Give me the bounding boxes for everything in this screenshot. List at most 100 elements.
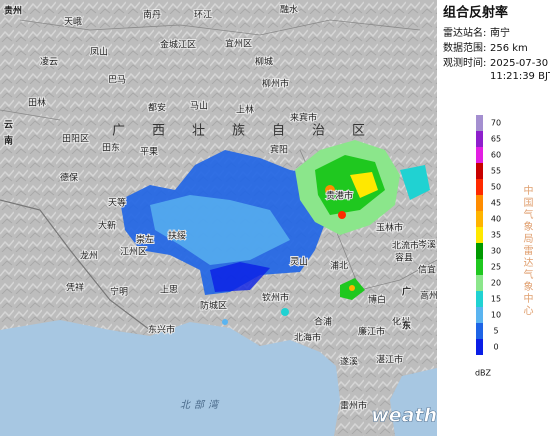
legend-unit: dBZ bbox=[475, 369, 492, 378]
legend-label: 15 bbox=[491, 295, 501, 304]
legend-swatch bbox=[476, 195, 483, 211]
legend-label: 50 bbox=[491, 183, 501, 192]
echo-cyan bbox=[400, 165, 430, 200]
place-label: 扶绥 bbox=[168, 230, 186, 242]
place-label: 灵山 bbox=[290, 257, 308, 268]
place-label: 玉林市 bbox=[376, 222, 403, 234]
legend-label: 40 bbox=[491, 215, 501, 224]
time-line2: 11:21:39 BJT bbox=[490, 71, 550, 82]
place-label: 信宜 bbox=[418, 264, 436, 276]
info-value: 2025-07-30 bbox=[490, 58, 548, 69]
legend-swatch bbox=[476, 131, 483, 147]
legend-swatch bbox=[476, 227, 483, 243]
legend-label: 30 bbox=[491, 247, 501, 256]
place-label: 湛江市 bbox=[376, 354, 403, 366]
place-label: 上思 bbox=[160, 285, 178, 296]
legend-label: 25 bbox=[491, 263, 501, 272]
echo-cell bbox=[325, 185, 335, 195]
legend-swatch bbox=[476, 307, 483, 323]
info-label: 观测时间: bbox=[443, 56, 486, 69]
legend-label: 5 bbox=[493, 327, 498, 336]
place-label: 崇左 bbox=[136, 234, 154, 246]
place-label: 北流市 bbox=[392, 240, 419, 252]
info-value: 南宁 bbox=[490, 26, 510, 39]
legend-swatch bbox=[476, 323, 483, 339]
legend-label: 60 bbox=[491, 151, 501, 160]
place-label: 容县 bbox=[395, 252, 413, 264]
place-label: 金城江区 bbox=[160, 39, 196, 51]
place-label: 都安 bbox=[148, 102, 166, 114]
echo-darkblue bbox=[210, 262, 270, 292]
legend-swatch bbox=[476, 179, 483, 195]
place-label: 平果 bbox=[140, 147, 158, 158]
place-label: 大新 bbox=[98, 220, 116, 232]
legend-label: 0 bbox=[493, 343, 498, 352]
place-label: 凤山 bbox=[90, 47, 108, 58]
place-label: 东兴市 bbox=[148, 324, 175, 336]
legend-label: 70 bbox=[491, 119, 501, 128]
info-label: 数据范围: bbox=[443, 41, 486, 54]
vertical-credit: 中国气象局雷达气象中心 bbox=[521, 184, 533, 317]
echo-cell bbox=[222, 319, 228, 325]
place-label: 防城区 bbox=[200, 300, 227, 312]
region-label: 广西壮族自治区 bbox=[112, 123, 392, 139]
sea bbox=[0, 320, 340, 436]
place-label: 德保 bbox=[60, 172, 78, 184]
place-label: 马山 bbox=[190, 101, 208, 112]
place-label: 环江 bbox=[194, 10, 212, 21]
legend-swatch bbox=[476, 115, 483, 131]
place-label: 合浦 bbox=[314, 316, 332, 328]
sea-label: 北部湾 bbox=[180, 399, 222, 411]
place-label: 博白 bbox=[368, 294, 386, 306]
legend-label: 45 bbox=[491, 199, 501, 208]
place-label: 宁明 bbox=[110, 286, 128, 298]
place-label: 高州 bbox=[420, 290, 438, 302]
place-label: 凭祥 bbox=[66, 282, 84, 294]
echo-yellow bbox=[350, 172, 378, 198]
place-label: 贵港市 bbox=[326, 190, 353, 202]
place-label: 东 bbox=[402, 320, 411, 332]
legend-label: 65 bbox=[491, 135, 501, 144]
place-label: 宜州区 bbox=[225, 38, 252, 50]
place-label: 凌云 bbox=[40, 56, 58, 68]
legend-swatch bbox=[476, 147, 483, 163]
legend-swatch bbox=[476, 291, 483, 307]
place-label: 浦北 bbox=[330, 260, 348, 272]
place-label: 田林 bbox=[28, 97, 46, 109]
info-value: 256 km bbox=[490, 43, 528, 54]
place-label: 上林 bbox=[236, 104, 254, 116]
echo-cell bbox=[281, 308, 289, 316]
place-label: 融水 bbox=[280, 4, 298, 16]
legend-label: 20 bbox=[491, 279, 501, 288]
legend-swatch bbox=[476, 211, 483, 227]
place-label: 天等 bbox=[108, 197, 126, 209]
legend-swatch bbox=[476, 259, 483, 275]
place-label: 江州区 bbox=[120, 247, 147, 258]
legend-swatch bbox=[476, 339, 483, 355]
place-label: 宾阳 bbox=[270, 144, 288, 156]
place-label: 遂溪 bbox=[340, 356, 358, 368]
place-label: 田东 bbox=[102, 142, 120, 154]
place-label: 天峨 bbox=[64, 16, 82, 28]
legend-label: 10 bbox=[491, 311, 501, 320]
place-label: 北海市 bbox=[294, 332, 321, 344]
panel-title: 组合反射率 bbox=[443, 5, 508, 21]
border bbox=[0, 199, 151, 331]
place-label: 廉江市 bbox=[358, 326, 385, 338]
info-label: 雷达站名: bbox=[443, 26, 486, 39]
radar-echo bbox=[120, 140, 430, 325]
echo-green bbox=[315, 155, 385, 215]
echo-lightblue bbox=[150, 195, 290, 265]
place-label: 南丹 bbox=[143, 9, 161, 21]
place-label: 云 bbox=[4, 120, 13, 131]
place-label: 田阳区 bbox=[62, 134, 89, 145]
place-label: 柳州市 bbox=[262, 78, 289, 90]
place-label: 贵州 bbox=[4, 5, 22, 17]
legend-label: 35 bbox=[491, 231, 501, 240]
legend-swatch bbox=[476, 275, 483, 291]
place-label: 钦州市 bbox=[262, 292, 289, 304]
